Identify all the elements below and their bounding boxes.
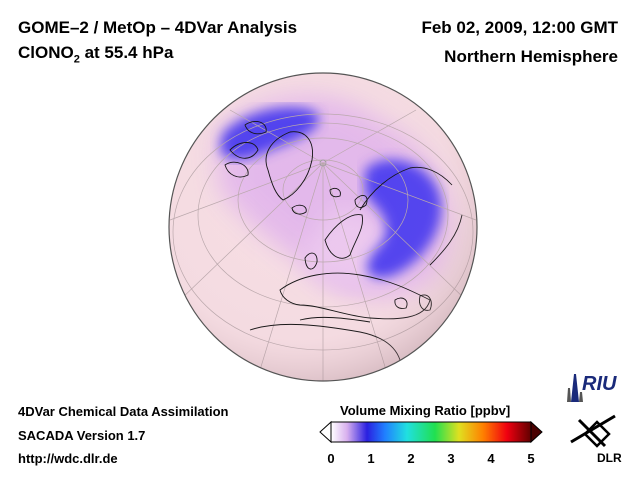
date-label: Feb 02, 2009, 12:00 GMT	[421, 18, 618, 37]
data-field	[169, 73, 477, 381]
map-title: GOME–2 / MetOp – 4DVar Analysis	[18, 18, 298, 37]
colorbar-tick: 1	[367, 451, 375, 466]
colorbar-tick: 4	[487, 451, 495, 466]
footer-line-2: SACADA Version 1.7	[18, 428, 146, 443]
pressure-level: at 55.4 hPa	[79, 43, 174, 62]
region-label: Northern Hemisphere	[444, 47, 618, 66]
riu-logo-text: RIU	[582, 373, 617, 395]
colorbar-over-arrow	[530, 420, 543, 444]
colorbar-tick: 5	[527, 451, 535, 466]
colorbar-title: Volume Mixing Ratio [ppbv]	[340, 403, 511, 418]
riu-logo-icon	[567, 374, 583, 402]
footer-url: http://wdc.dlr.de	[18, 451, 118, 466]
colorbar-tick: 3	[447, 451, 455, 466]
map-subtitle: ClONO2 at 55.4 hPa	[18, 43, 173, 65]
species-name: ClONO	[18, 43, 74, 62]
dlr-logo-text: DLR	[597, 451, 622, 465]
colorbar-tick: 2	[407, 451, 415, 466]
footer-line-1: 4DVar Chemical Data Assimilation	[18, 404, 229, 419]
colorbar-under-arrow	[319, 420, 332, 444]
colorbar-gradient	[330, 421, 532, 443]
colorbar	[319, 420, 543, 444]
globe-outline	[168, 72, 478, 382]
colorbar-tick: 0	[327, 451, 335, 466]
dlr-logo-icon	[570, 414, 616, 448]
globe-map	[168, 72, 478, 382]
species-subscript: 2	[73, 53, 80, 66]
